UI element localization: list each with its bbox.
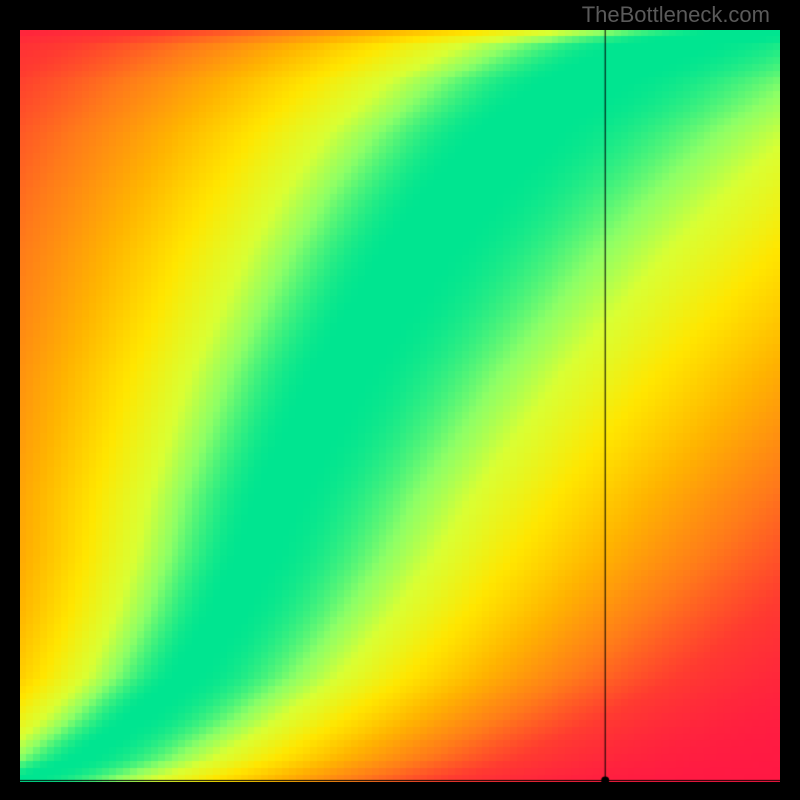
attribution-caption: TheBottleneck.com: [582, 2, 770, 28]
figure-container: TheBottleneck.com: [0, 0, 800, 800]
heatmap-plot: [20, 30, 780, 782]
